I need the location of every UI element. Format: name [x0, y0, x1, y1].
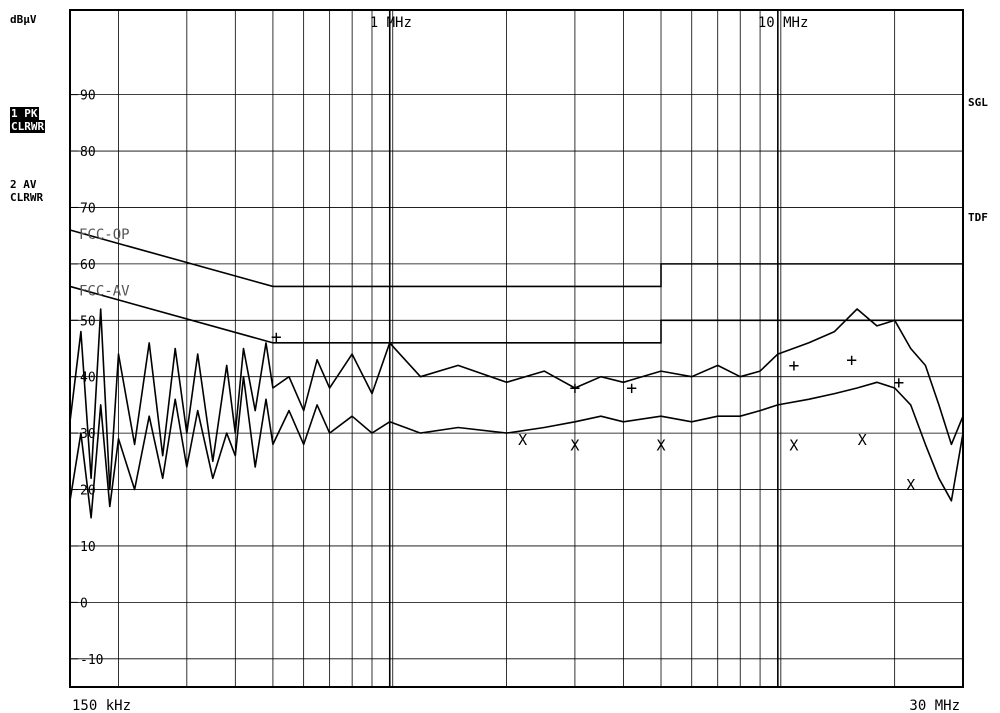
marker-plus: + — [271, 327, 282, 348]
y-tick-label: 40 — [80, 371, 96, 386]
markers: + + + + + + X X X X X X — [271, 327, 915, 494]
y-tick-label: 50 — [80, 314, 96, 329]
y-tick-label: 90 — [80, 89, 96, 104]
marker-x: X — [656, 436, 665, 454]
grid — [70, 10, 963, 687]
trace2-label: 2 AV CLRWR — [10, 178, 43, 204]
limit-line-fcc-av — [69, 285, 963, 344]
limit-line-fcc-qp — [69, 229, 963, 288]
marker-plus: + — [788, 355, 799, 376]
y-tick-label: 10 — [80, 540, 96, 555]
marker-plus: + — [846, 350, 857, 371]
x-tick-label: 10 MHz — [758, 15, 809, 31]
y-tick-label: 70 — [80, 201, 96, 216]
y-tick-label: 60 — [80, 258, 96, 273]
x-tick-label: 1 MHz — [370, 15, 412, 31]
plot-frame — [69, 9, 964, 688]
marker-plus: + — [893, 372, 904, 393]
limit-label-fcc-av: FCC-AV — [79, 283, 130, 299]
limit-lines: FCC-QP FCC-AV — [69, 227, 963, 344]
y-unit-label: dBµV — [10, 13, 37, 26]
trace-2 — [69, 375, 964, 519]
marker-x: X — [570, 436, 579, 454]
trace1-label: 1 PK CLRWR — [10, 107, 46, 133]
marker-x: X — [906, 476, 915, 494]
marker-x: X — [518, 431, 527, 449]
y-tick-label: 80 — [80, 145, 96, 160]
tdf-label: TDF — [968, 211, 988, 224]
trace1-name: 1 PK — [10, 107, 39, 120]
marker-plus: + — [626, 378, 637, 399]
trace-1 — [69, 308, 964, 491]
trace1-mode: CLRWR — [10, 120, 46, 133]
marker-x: X — [858, 431, 867, 449]
traces — [69, 308, 964, 519]
x-max-label: 30 MHz — [909, 698, 960, 713]
x-min-label: 150 kHz — [72, 698, 131, 713]
marker-plus: + — [569, 378, 580, 399]
y-tick-label: 0 — [80, 596, 88, 611]
marker-x: X — [789, 436, 798, 454]
y-tick-label: -10 — [80, 653, 103, 668]
trace2-mode: CLRWR — [10, 191, 44, 204]
sgl-label: SGL — [968, 96, 988, 109]
trace2-name: 2 AV — [10, 178, 37, 191]
limit-label-fcc-qp: FCC-QP — [79, 227, 130, 243]
